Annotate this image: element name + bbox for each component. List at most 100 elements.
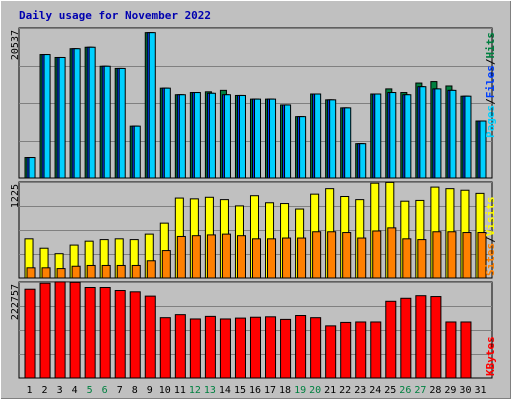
y-max-label: 222757	[10, 284, 21, 320]
bar-pages-day-20	[314, 93, 322, 179]
bar-pages-day-25	[389, 92, 397, 179]
bar-sites-day-1	[26, 267, 36, 279]
bar-sites-day-5	[86, 264, 96, 279]
bar-pages-day-3	[58, 56, 66, 179]
bar-sites-day-16	[251, 238, 262, 279]
bar-kbytes-day-17	[265, 316, 277, 379]
bar-kbytes-day-23	[355, 321, 367, 379]
x-tick-label: 9	[147, 385, 153, 396]
bar-sites-day-26	[402, 238, 412, 279]
y-max-label: 20537	[10, 30, 21, 60]
bar-sites-day-13	[206, 234, 216, 279]
x-tick-label: 20	[309, 385, 321, 396]
bar-pages-day-13	[208, 92, 216, 179]
bar-sites-day-14	[221, 233, 231, 279]
x-tick-label: 17	[264, 385, 276, 396]
x-tick-label: 2	[42, 385, 48, 396]
bar-kbytes-day-7	[114, 290, 126, 379]
bar-sites-day-21	[327, 231, 337, 279]
bar-pages-day-23	[359, 143, 367, 179]
bar-sites-day-11	[176, 235, 186, 279]
bar-kbytes-day-28	[430, 296, 442, 379]
bar-sites-day-24	[372, 230, 382, 279]
y-max-label: 1225	[10, 184, 21, 208]
x-tick-label: 15	[234, 385, 246, 396]
bar-kbytes-day-4	[69, 281, 81, 379]
panel-kbytes: 222757 KBytes	[10, 281, 497, 379]
x-tick-label: 13	[204, 385, 216, 396]
legend-item: Sites	[484, 243, 497, 276]
bar-kbytes-day-1	[24, 288, 36, 379]
bar-sites-day-7	[116, 264, 126, 279]
bar-sites-day-15	[236, 235, 246, 279]
bar-sites-day-23	[357, 237, 367, 279]
legend-item: Pages	[484, 105, 497, 138]
x-tick-label: 21	[324, 385, 336, 396]
bar-pages-day-16	[253, 98, 262, 179]
legend-item: /	[484, 58, 497, 65]
bar-kbytes-day-16	[249, 316, 262, 379]
bar-kbytes-day-18	[280, 318, 292, 379]
bar-pages-day-29	[449, 89, 457, 179]
bar-sites-day-2	[41, 267, 51, 279]
legend-item: /	[484, 236, 497, 243]
bar-pages-day-11	[178, 94, 186, 179]
bar-pages-day-1	[28, 157, 36, 179]
bar-pages-day-10	[163, 87, 171, 179]
x-tick-label: 25	[384, 385, 396, 396]
chart-panels: 20537Pages/Files/Hits1225Sites/Visits222…	[10, 27, 497, 379]
bar-sites-day-19	[297, 237, 307, 279]
x-tick-label: 26	[399, 385, 411, 396]
legend-hits-files-pages: Pages/Files/Hits	[484, 32, 497, 138]
bar-pages-day-19	[299, 116, 307, 179]
bar-pages-day-7	[118, 67, 126, 179]
bar-kbytes-day-22	[340, 321, 352, 379]
x-tick-label: 6	[102, 385, 108, 396]
bar-pages-day-2	[43, 54, 51, 179]
bar-kbytes-day-13	[204, 315, 216, 379]
bar-pages-day-22	[344, 107, 352, 179]
x-tick-label: 11	[174, 385, 186, 396]
x-tick-label: 3	[57, 385, 63, 396]
bar-kbytes-day-27	[415, 295, 427, 379]
bar-pages-day-14	[223, 94, 231, 179]
bar-kbytes-day-3	[54, 281, 66, 379]
x-axis: 1 2 3 4 5 6 7 8 9 10 11 12 13 14 15 16 17 18 19 20 21 22 23 24 2…	[27, 385, 487, 396]
legend-item: Hits	[484, 32, 497, 59]
bar-kbytes-day-6	[99, 286, 111, 379]
x-tick-label: 12	[189, 385, 201, 396]
legend-kbytes: KBytes	[484, 336, 497, 376]
bar-kbytes-day-25	[385, 300, 397, 379]
bar-sites-day-18	[282, 237, 292, 279]
x-tick-label: 4	[72, 385, 78, 396]
bar-kbytes-day-30	[460, 321, 472, 379]
x-tick-label: 5	[87, 385, 93, 396]
bar-pages-day-31	[479, 120, 487, 179]
bar-pages-day-24	[374, 93, 382, 179]
bar-sites-day-30	[462, 232, 472, 279]
bar-sites-day-12	[191, 235, 201, 279]
x-tick-label: 28	[429, 385, 441, 396]
x-tick-label: 10	[159, 385, 171, 396]
bar-kbytes-day-15	[234, 317, 246, 379]
bar-kbytes-day-8	[129, 291, 141, 379]
bar-pages-day-8	[133, 125, 141, 179]
bar-kbytes-day-21	[325, 325, 337, 379]
bar-pages-day-5	[88, 46, 96, 179]
bar-kbytes-day-12	[189, 318, 201, 379]
legend-item: Files	[484, 65, 497, 98]
bar-sites-day-9	[146, 260, 156, 279]
bar-kbytes-day-10	[159, 317, 171, 379]
bar-kbytes-day-20	[310, 317, 322, 379]
x-tick-label: 1	[27, 385, 33, 396]
bar-pages-day-15	[238, 94, 246, 179]
bar-sites-day-17	[267, 238, 277, 279]
chart-title: Daily usage for November 2022	[19, 9, 211, 22]
legend-item: Visits	[484, 197, 497, 237]
bar-pages-day-26	[404, 94, 412, 179]
bar-sites-day-20	[312, 231, 322, 279]
bar-sites-day-22	[342, 232, 352, 279]
x-tick-label: 23	[354, 385, 366, 396]
bar-kbytes-day-2	[39, 282, 51, 379]
